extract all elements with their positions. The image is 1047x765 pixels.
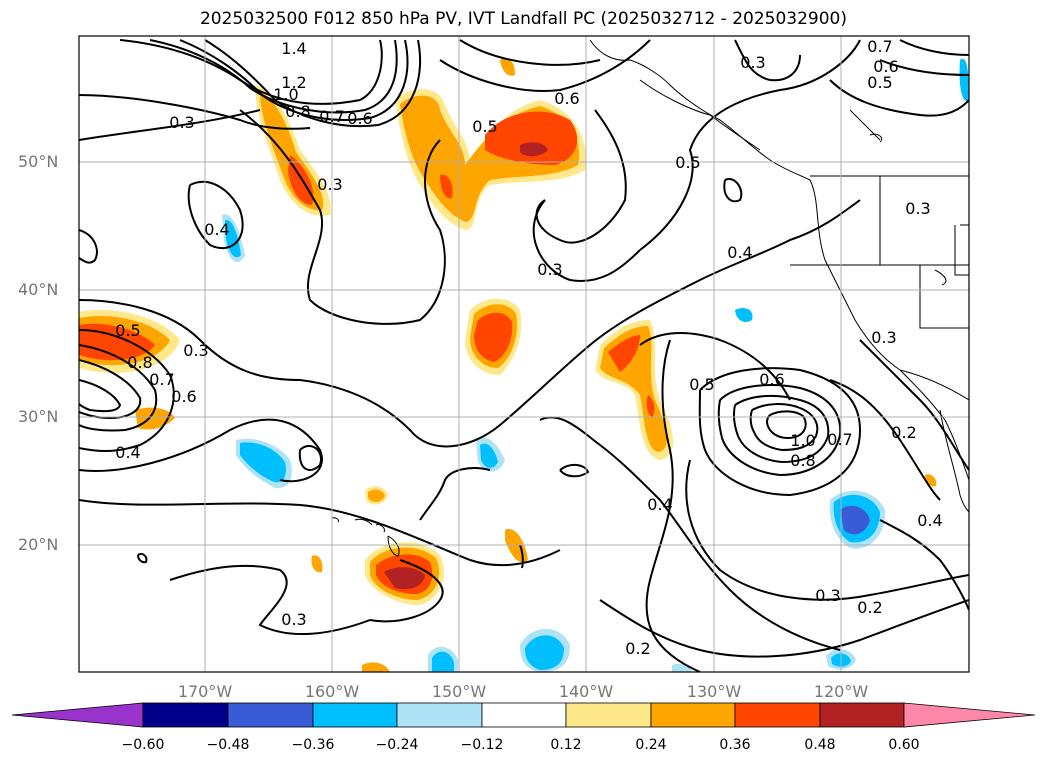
lat-label: 30°N (18, 407, 59, 426)
map-frame (78, 35, 970, 673)
gridlines (79, 36, 969, 672)
contour-label: 0.3 (183, 341, 208, 360)
lon-label: 150°W (431, 682, 487, 701)
contour-label: 0.4 (115, 443, 140, 462)
pv-positive-fills (79, 58, 937, 672)
contour-label: 0.3 (169, 113, 194, 132)
contour-label: 0.5 (689, 375, 714, 394)
colorbar-tick-label: −0.36 (291, 737, 335, 753)
contour-label: 0.8 (127, 353, 152, 372)
contour-label: 0.6 (554, 89, 579, 108)
colorbar-tick-label: −0.24 (375, 737, 419, 753)
contour-label: 0.8 (285, 102, 310, 121)
contour-label: 1.2 (281, 73, 306, 92)
colorbar-tick-label: −0.48 (206, 737, 250, 753)
contour-label: 0.3 (815, 586, 840, 605)
contour-label: 0.7 (149, 370, 174, 389)
contour-label-group: 1.4 1.2 1.0 0.8 0.7 0.6 0.3 0.5 0.6 0.3 … (115, 37, 942, 658)
contour-label: 0.5 (472, 117, 497, 136)
colorbar-tick-label: 0.12 (550, 737, 582, 753)
colorbar-segment (819, 702, 905, 728)
colorbar-segment (312, 702, 398, 728)
contour-label: 0.3 (871, 328, 896, 347)
contour-label: 0.5 (867, 73, 892, 92)
contour-label: 0.8 (790, 451, 815, 470)
contour-label: 0.2 (891, 423, 916, 442)
contour-label: 0.2 (857, 598, 882, 617)
colorbar-tick-label: 0.24 (635, 737, 667, 753)
pv-negative-fills (222, 58, 969, 672)
colorbar-tick-label: 0.48 (804, 737, 836, 753)
colorbar-segment (481, 702, 567, 728)
contour-label: 0.6 (759, 370, 784, 389)
contour-label: 0.6 (171, 387, 196, 406)
contour-label: 0.3 (281, 610, 306, 629)
contour-label: 0.7 (319, 107, 344, 126)
coastlines (331, 39, 969, 557)
contour-label: 0.6 (873, 57, 898, 76)
colorbar-tick-label: 0.60 (888, 737, 920, 753)
lon-label: 130°W (686, 682, 742, 701)
colorbar-tick-label: −0.12 (460, 737, 504, 753)
colorbar-segment (142, 702, 229, 728)
lat-label: 50°N (18, 152, 59, 171)
lat-label: 40°N (18, 280, 59, 299)
contour-label: 1.4 (281, 39, 306, 58)
contour-label: 0.3 (317, 175, 342, 194)
colorbar-segment (734, 702, 821, 728)
colorbar-tick-label: −0.60 (121, 737, 165, 753)
colorbar-segment (227, 702, 314, 728)
contour-label: 0.7 (867, 37, 892, 56)
lon-label: 160°W (304, 682, 360, 701)
contour-label: 0.7 (827, 430, 852, 449)
contour-label: 0.6 (347, 109, 372, 128)
colorbar-under-extend (11, 702, 144, 728)
contour-label: 0.3 (537, 260, 562, 279)
lat-label: 20°N (18, 535, 59, 554)
contour-label: 0.4 (727, 243, 752, 262)
pv-contours (79, 39, 969, 672)
colorbar-segment (565, 702, 652, 728)
map-plot-area: 1.4 1.2 1.0 0.8 0.7 0.6 0.3 0.5 0.6 0.3 … (79, 36, 969, 672)
contour-label: 0.3 (740, 53, 765, 72)
contour-label: 0.4 (917, 511, 942, 530)
colorbar-segment (650, 702, 736, 728)
contour-label: 0.4 (647, 495, 672, 514)
contour-label: 1.0 (790, 431, 815, 450)
colorbar-over-extend (903, 702, 1036, 728)
lon-label: 140°W (558, 682, 614, 701)
lon-label: 170°W (177, 682, 233, 701)
map-title: 2025032500 F012 850 hPa PV, IVT Landfall… (199, 9, 847, 29)
contour-label: 0.5 (115, 321, 140, 340)
contour-label: 0.3 (905, 199, 930, 218)
contour-label: 0.4 (204, 220, 229, 239)
colorbar-tick-label: 0.36 (719, 737, 751, 753)
colorbar-segment (396, 702, 483, 728)
contour-label: 0.5 (675, 153, 700, 172)
lon-label: 120°W (813, 682, 869, 701)
colorbar (11, 702, 1036, 728)
contour-label: 1.0 (273, 85, 298, 104)
contour-label: 0.2 (625, 639, 650, 658)
